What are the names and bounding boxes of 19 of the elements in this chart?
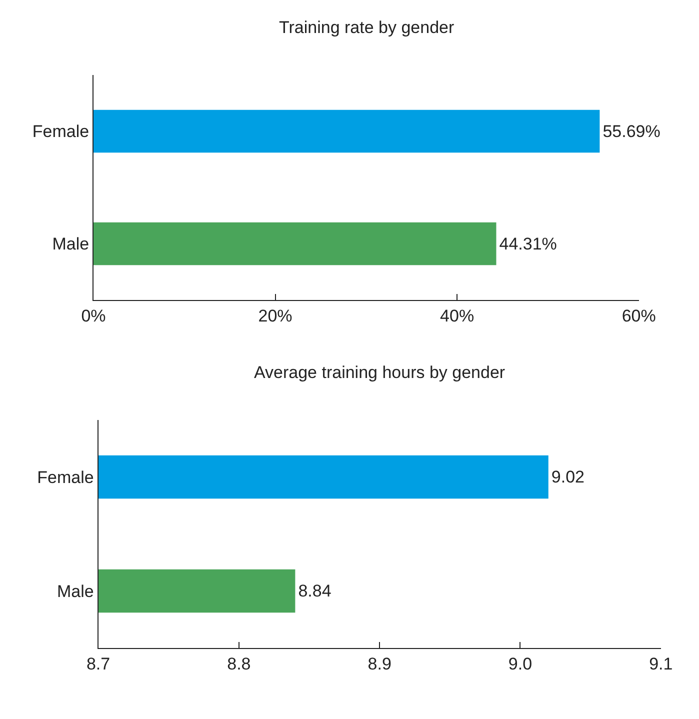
chart-title: Average training hours by gender	[254, 363, 506, 382]
x-tick-label: 9.1	[649, 654, 673, 674]
x-tick-label: 9.0	[508, 654, 532, 674]
chart-title: Training rate by gender	[279, 18, 454, 37]
y-tick-label: Male	[57, 582, 94, 601]
data-label: 44.31%	[499, 234, 557, 254]
x-tick-label: 0%	[81, 306, 106, 326]
data-label: 9.02	[551, 468, 584, 486]
x-tick-label: 60%	[622, 306, 656, 326]
x-tick-label: 8.9	[368, 654, 392, 674]
x-tick-label: 8.8	[227, 654, 251, 674]
data-label: 8.84	[298, 582, 332, 600]
y-tick-label: Male	[52, 234, 90, 254]
x-tick-label: 20%	[258, 306, 292, 326]
y-tick-label: Female	[37, 468, 94, 487]
x-tick-label: 40%	[440, 306, 474, 326]
y-tick-label: Female	[32, 122, 90, 142]
x-tick-label: 8.7	[86, 654, 110, 674]
data-label: 55.69%	[602, 122, 660, 141]
